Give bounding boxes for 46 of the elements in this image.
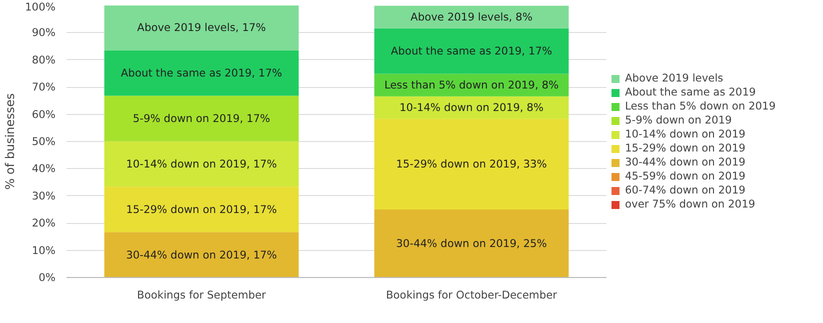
legend-label: Above 2019 levels [625, 72, 724, 84]
y-tick-label: 30% [32, 189, 56, 202]
bar [104, 50, 299, 96]
legend-label: 15-29% down on 2019 [625, 142, 746, 154]
y-tick-label: 20% [32, 216, 56, 230]
data-label: 30-44% down on 2019, 17% [126, 248, 277, 262]
bar [374, 28, 569, 74]
legend-label: 30-44% down on 2019 [625, 156, 746, 168]
legend-label: 10-14% down on 2019 [625, 128, 746, 140]
data-label: 10-14% down on 2019, 8% [399, 101, 544, 114]
data-label: Above 2019 levels, 8% [410, 10, 532, 24]
data-label: 5-9% down on 2019, 17% [132, 112, 270, 126]
y-axis-title: % of businesses [3, 93, 18, 190]
y-tick-label: 0% [38, 271, 56, 284]
data-label: Less than 5% down on 2019, 8% [384, 78, 559, 92]
legend-label: About the same as 2019 [625, 86, 756, 98]
data-label: About the same as 2019, 17% [120, 66, 282, 80]
bar [104, 186, 299, 232]
data-label: 30-44% down on 2019, 25% [396, 237, 547, 250]
y-tick-label: 100% [25, 0, 56, 14]
data-label: 10-14% down on 2019, 17% [126, 157, 277, 170]
bar [104, 6, 299, 50]
x-tick-label: Bookings for September [137, 288, 267, 302]
bar [104, 232, 299, 278]
bar [374, 6, 569, 28]
y-tick-label: 10% [32, 244, 56, 257]
bar [104, 96, 299, 142]
y-tick-label: 60% [32, 108, 56, 121]
bar [104, 141, 299, 187]
data-label: 15-29% down on 2019, 17% [126, 202, 277, 216]
y-tick-label: 40% [32, 162, 56, 176]
y-tick-label: 90% [32, 26, 56, 40]
x-tick-label: Bookings for October-December [386, 288, 558, 302]
data-label: About the same as 2019, 17% [390, 44, 552, 58]
legend-label: 45-59% down on 2019 [625, 170, 746, 182]
legend-label: 60-74% down on 2019 [625, 184, 746, 196]
legend-label: 5-9% down on 2019 [625, 114, 732, 126]
y-tick-label: 50% [32, 135, 56, 148]
data-label: Above 2019 levels, 17% [137, 21, 266, 34]
legend-label: over 75% down on 2019 [625, 198, 756, 210]
legend-label: Less than 5% down on 2019 [625, 100, 776, 112]
y-tick-label: 80% [32, 53, 56, 66]
bar [374, 210, 569, 278]
bar [374, 118, 569, 210]
data-label: 15-29% down on 2019, 33% [396, 158, 547, 171]
y-tick-label: 70% [32, 80, 56, 94]
